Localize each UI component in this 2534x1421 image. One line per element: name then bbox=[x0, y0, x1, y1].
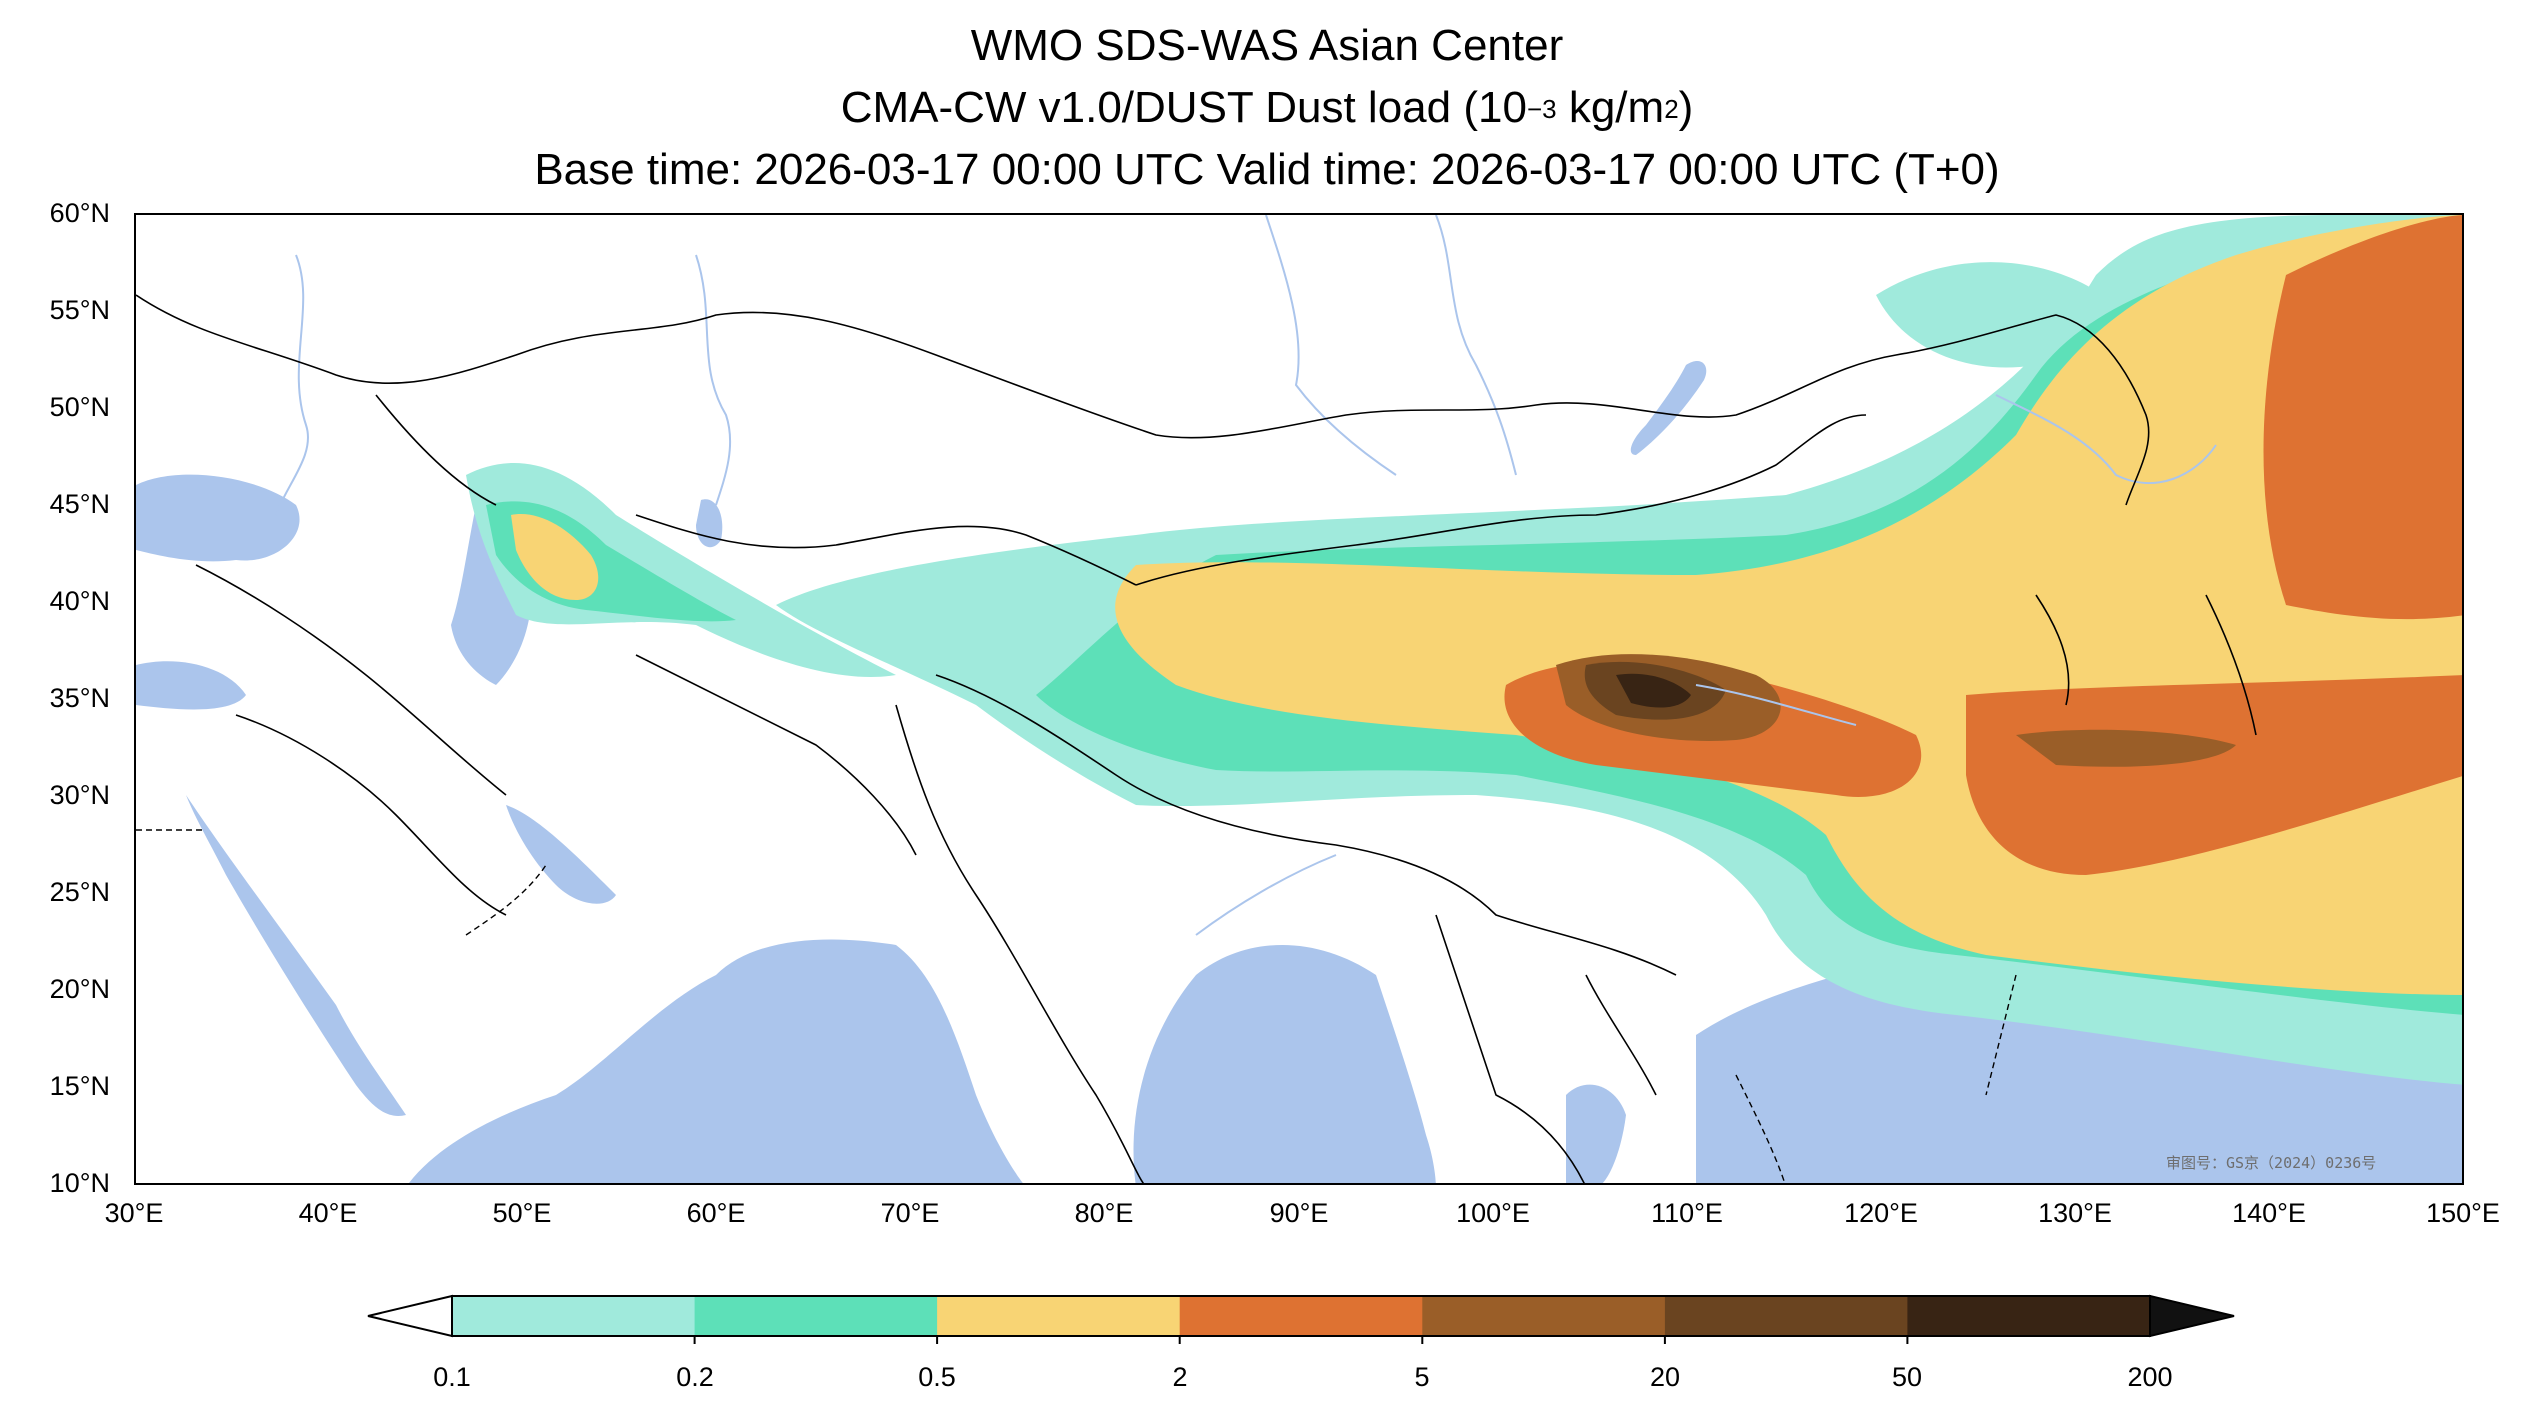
chart-subtitle-time: Base time: 2026-03-17 00:00 UTC Valid ti… bbox=[534, 145, 2000, 194]
colorbar-tick-label: 20 bbox=[1649, 1362, 1681, 1392]
border-north-asia bbox=[136, 294, 2150, 506]
river-4 bbox=[1435, 215, 1517, 476]
lat-tick-label: 10°N bbox=[49, 1168, 110, 1198]
bay-of-bengal bbox=[1133, 945, 1436, 1183]
lat-tick-label: 30°N bbox=[49, 780, 110, 810]
aral-sea bbox=[696, 499, 723, 548]
map-panel: 审图号：GS京（2024）0236号 bbox=[134, 213, 2464, 1185]
black-sea bbox=[136, 474, 300, 562]
colorbar-extend-max bbox=[2149, 1294, 2235, 1338]
colorbar-tick-label: 50 bbox=[1891, 1362, 1923, 1392]
border-iran-afghanistan bbox=[635, 654, 917, 856]
lat-tick-label: 20°N bbox=[49, 974, 110, 1004]
river-2 bbox=[695, 254, 732, 506]
arabian-sea bbox=[409, 939, 1023, 1183]
rivers bbox=[275, 215, 2217, 936]
lon-tick-label: 150°E bbox=[2426, 1198, 2500, 1228]
lat-tick-label: 45°N bbox=[49, 489, 110, 519]
dust-load-contours bbox=[466, 215, 2462, 1085]
lat-tick-label: 40°N bbox=[49, 586, 110, 616]
border-china-mongolia bbox=[1135, 414, 1867, 586]
lon-tick-label: 100°E bbox=[1456, 1198, 1530, 1228]
lat-tick-label: 50°N bbox=[49, 392, 110, 422]
dust-contour-0.1-northeast bbox=[1876, 262, 2122, 368]
lon-tick-label: 40°E bbox=[298, 1198, 358, 1228]
lat-tick-label: 15°N bbox=[49, 1071, 110, 1101]
river-3 bbox=[1265, 215, 1397, 476]
lon-tick-label: 30°E bbox=[104, 1198, 164, 1228]
colorbar-segment bbox=[452, 1296, 696, 1336]
dashed-borders bbox=[136, 829, 2017, 1183]
colorbar-tick-label: 0.1 bbox=[433, 1362, 471, 1392]
subtitle-unit-exponent: 2 bbox=[1664, 94, 1679, 124]
persian-gulf bbox=[506, 805, 616, 904]
dashed-border-south-china-sea bbox=[1735, 974, 2017, 1183]
lat-tick-label: 25°N bbox=[49, 877, 110, 907]
colorbar-tick-label: 0.2 bbox=[676, 1362, 714, 1392]
dust-contour-0.5-caspian bbox=[511, 514, 599, 600]
lon-tick-label: 70°E bbox=[880, 1198, 940, 1228]
colorbar-extend-min bbox=[367, 1294, 453, 1338]
lon-tick-label: 140°E bbox=[2232, 1198, 2306, 1228]
dust-contour-50-china bbox=[1616, 673, 1691, 708]
dust-contour-0.1-caspian bbox=[466, 463, 896, 677]
colorbar-segment bbox=[694, 1296, 938, 1336]
border-india bbox=[895, 704, 1145, 1183]
lat-tick-label: 35°N bbox=[49, 683, 110, 713]
chart-subtitle-variable: CMA-CW v1.0/DUST Dust load (10−3 kg/m2) bbox=[0, 82, 2534, 134]
river-7 bbox=[1195, 854, 1337, 936]
lat-tick-label: 55°N bbox=[49, 295, 110, 325]
chart-title: WMO SDS-WAS Asian Center bbox=[970, 21, 1564, 70]
colorbar-segment bbox=[1664, 1296, 1908, 1336]
lon-tick-label: 90°E bbox=[1269, 1198, 1329, 1228]
dust-contour-2-northeast bbox=[2263, 215, 2462, 620]
lon-tick-label: 130°E bbox=[2038, 1198, 2112, 1228]
subtitle-prefix: CMA-CW v1.0/DUST Dust load (10 bbox=[840, 83, 1527, 132]
border-korea-japan bbox=[2035, 594, 2257, 736]
colorbar bbox=[367, 1294, 2235, 1344]
colorbar-segment bbox=[1907, 1296, 2151, 1336]
gulf-of-thailand bbox=[1566, 1084, 1626, 1183]
colorbar-segments bbox=[452, 1296, 2151, 1344]
border-middle-east bbox=[195, 564, 507, 916]
lake-baikal bbox=[1630, 360, 1707, 455]
river-1 bbox=[275, 254, 309, 516]
dashed-border-arabia bbox=[136, 829, 547, 936]
lat-tick-label: 60°N bbox=[49, 198, 110, 228]
river-5 bbox=[1995, 394, 2217, 484]
border-central-asia bbox=[375, 394, 1137, 586]
border-china-south bbox=[935, 674, 1677, 976]
subtitle-suffix: ) bbox=[1678, 83, 1694, 132]
subtitle-unit: kg/m bbox=[1556, 83, 1665, 132]
colorbar-tick-label: 0.5 bbox=[918, 1362, 956, 1392]
colorbar-tick-label: 200 bbox=[2127, 1362, 2173, 1392]
dust-contour-5-east bbox=[2016, 729, 2236, 767]
lon-tick-label: 80°E bbox=[1074, 1198, 1134, 1228]
mediterranean-sea bbox=[136, 661, 246, 710]
red-sea bbox=[186, 795, 406, 1116]
colorbar-segment bbox=[937, 1296, 1181, 1336]
colorbar-segment bbox=[1179, 1296, 1423, 1336]
lon-tick-label: 110°E bbox=[1651, 1198, 1723, 1228]
river-6 bbox=[1695, 684, 1857, 726]
map-watermark: 审图号：GS京（2024）0236号 bbox=[2166, 1154, 2376, 1172]
colorbar-tick-label: 5 bbox=[1414, 1362, 1430, 1392]
borders bbox=[136, 294, 2257, 1183]
map-svg: 审图号：GS京（2024）0236号 bbox=[136, 215, 2462, 1183]
colorbar-outline bbox=[451, 1295, 2151, 1337]
lon-tick-label: 60°E bbox=[686, 1198, 746, 1228]
colorbar-tick-label: 2 bbox=[1172, 1362, 1188, 1392]
subtitle-exponent: −3 bbox=[1526, 94, 1557, 124]
lon-tick-label: 50°E bbox=[492, 1198, 552, 1228]
colorbar-segment bbox=[1422, 1296, 1666, 1336]
lon-tick-label: 120°E bbox=[1844, 1198, 1918, 1228]
border-southeast-asia bbox=[1435, 914, 1657, 1183]
dust-contour-2-east bbox=[1966, 675, 2462, 875]
